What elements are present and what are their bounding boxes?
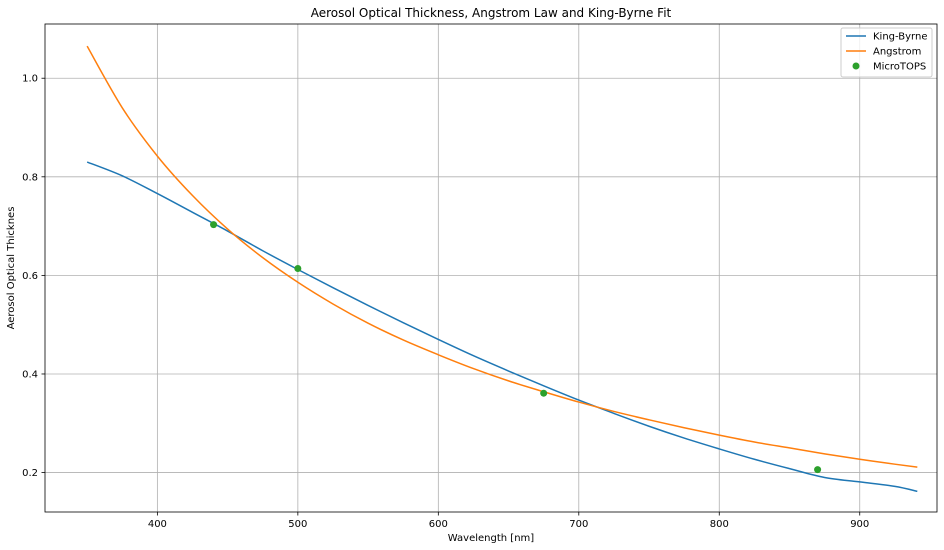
chart-title: Aerosol Optical Thickness, Angstrom Law … (311, 6, 672, 20)
x-tick-label: 600 (429, 519, 448, 530)
data-point-microtops (540, 389, 548, 397)
series-layer (86, 45, 918, 493)
grid (45, 24, 937, 512)
data-point-microtops (210, 221, 218, 229)
y-tick-label: 0.4 (22, 369, 38, 380)
legend-label-microtops: MicroTOPS (873, 62, 926, 73)
y-tick-label: 1.0 (22, 74, 38, 85)
y-axis: 0.2 0.4 0.6 0.8 1.0 (22, 74, 45, 479)
legend-label-angstrom: Angstrom (873, 47, 921, 58)
x-tick-label: 900 (850, 519, 869, 530)
y-axis-label: Aerosol Optical Thicknes (6, 207, 17, 330)
x-tick-label: 500 (288, 519, 307, 530)
plot-area-frame (44, 23, 938, 513)
x-tick-label: 400 (148, 519, 167, 530)
legend-frame (840, 27, 933, 78)
y-tick-label: 0.2 (22, 468, 38, 479)
y-tick-label: 0.8 (22, 172, 38, 183)
data-point-microtops (814, 466, 822, 474)
x-axis-label: Wavelength [nm] (448, 533, 534, 544)
plot-area-background (45, 24, 937, 512)
legend: King-Byrne Angstrom MicroTOPS (840, 27, 933, 78)
data-point-microtops (294, 264, 302, 272)
series-line-angstrom (86, 45, 918, 468)
series-line-king-byrne (86, 161, 918, 493)
points-layer (210, 221, 822, 474)
legend-marker-microtops (852, 62, 860, 70)
x-axis: 400 500 600 700 800 900 (148, 512, 869, 530)
x-tick-label: 700 (569, 519, 588, 530)
legend-label-king-byrne: King-Byrne (873, 32, 927, 43)
x-tick-label: 800 (710, 519, 729, 530)
y-tick-label: 0.6 (22, 271, 38, 282)
